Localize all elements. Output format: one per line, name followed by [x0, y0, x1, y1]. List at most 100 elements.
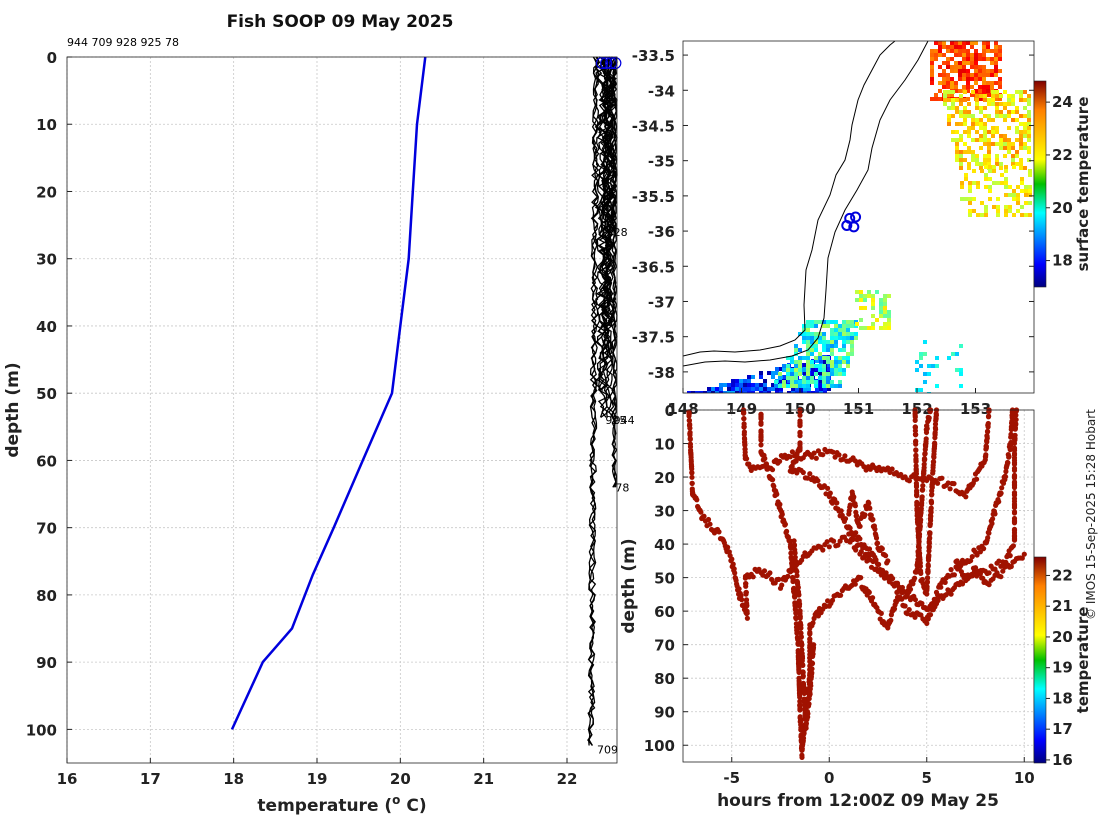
depth-point [929, 607, 935, 613]
sst-pixel [731, 379, 735, 383]
sst-pixel [978, 53, 982, 57]
sst-pixel [810, 352, 814, 356]
sst-pixel [806, 332, 810, 336]
sst-pixel [975, 138, 979, 142]
sst-pixel [1011, 98, 1015, 102]
sst-pixel [830, 336, 834, 340]
sst-pixel [790, 368, 794, 372]
sst-pixel [1027, 122, 1031, 126]
sst-pixel [814, 364, 818, 368]
sst-pixel [826, 320, 830, 324]
sst-pixel [695, 391, 699, 393]
depth-point [1011, 484, 1018, 491]
depth-point [797, 430, 803, 436]
sst-pixel [850, 352, 854, 356]
sst-pixel [850, 344, 854, 348]
sst-pixel [806, 336, 810, 340]
sst-pixel [979, 146, 983, 150]
sst-pixel [802, 380, 806, 384]
sst-pixel [879, 326, 883, 330]
sst-pixel [830, 368, 834, 372]
sst-pixel [959, 134, 963, 138]
sst-pixel [990, 49, 994, 53]
sst-pixel [994, 45, 998, 49]
sst-pixel [743, 383, 747, 387]
sst-pixel [838, 356, 842, 360]
sst-pixel [735, 383, 739, 387]
sst-pixel [806, 344, 810, 348]
depth-point [847, 502, 853, 508]
sst-pixel [786, 372, 790, 376]
depth-point [999, 485, 1005, 491]
sst-pixel [974, 69, 978, 73]
sst-pixel [778, 376, 782, 380]
depth-point [698, 509, 704, 515]
sst-pixel [855, 298, 859, 302]
colorbar-tick-label: 24 [1052, 93, 1073, 111]
depth-point [758, 416, 764, 422]
sst-pixel [959, 154, 963, 158]
sst-pixel [1004, 165, 1008, 169]
sst-pixel [987, 98, 991, 102]
sst-pixel [802, 376, 806, 380]
sst-pixel [846, 328, 850, 332]
sst-pixel [842, 336, 846, 340]
sst-pixel [838, 324, 842, 328]
sst-pixel [986, 81, 990, 85]
sst-pixel [822, 324, 826, 328]
depth-point [933, 426, 939, 432]
sst-pixel [998, 81, 1002, 85]
sst-pixel [979, 138, 983, 142]
sst-pixel [958, 65, 962, 69]
sst-pixel [1020, 213, 1024, 217]
sst-pixel [1019, 146, 1023, 150]
depth-point [1009, 415, 1015, 421]
depth-point [799, 641, 805, 648]
sst-pixel [711, 391, 715, 393]
depth-point [808, 683, 814, 689]
sst-pixel [782, 364, 786, 368]
sst-pixel [967, 126, 971, 130]
depth-point [794, 569, 800, 575]
sst-pixel [988, 177, 992, 181]
sst-pixel [983, 162, 987, 166]
y-tick-label: 90 [36, 654, 57, 672]
depth-point [879, 567, 886, 573]
sst-pixel [863, 326, 867, 330]
sst-pixel [1007, 102, 1011, 106]
depth-point [686, 417, 693, 424]
depth-point [1011, 515, 1018, 522]
surface-marker [600, 56, 613, 70]
sst-pixel [883, 306, 887, 310]
sst-pixel [930, 73, 934, 77]
sst-pixel [846, 320, 850, 324]
sst-pixel [996, 197, 1000, 201]
y-tick-label: 30 [654, 503, 675, 521]
sst-pixel [951, 138, 955, 142]
sst-pixel [846, 360, 850, 364]
sst-pixel [979, 134, 983, 138]
sst-pixel [846, 340, 850, 344]
depth-point [774, 491, 780, 497]
timeseries-colorbar-ticks: 16 17 18 19 20 21 22 [1046, 566, 1073, 769]
depth-point [948, 567, 954, 573]
sst-pixel [919, 356, 923, 360]
sst-pixel [971, 150, 975, 154]
sst-pixel [962, 49, 966, 53]
depth-point [888, 617, 894, 623]
sst-pixel [950, 57, 954, 61]
sst-pixel [887, 322, 891, 326]
sst-pixel [803, 387, 807, 391]
sst-pixel [972, 197, 976, 201]
sst-pixel [971, 114, 975, 118]
sst-pixel [994, 97, 998, 101]
sst-pixel [1007, 110, 1011, 114]
x-tick-label: 22 [557, 770, 578, 788]
depth-point [904, 593, 910, 599]
surface-marker [609, 56, 622, 70]
sst-pixel [763, 383, 767, 387]
sst-pixel [955, 122, 959, 126]
sst-pixel [798, 356, 802, 360]
sst-pixel [1007, 98, 1011, 102]
sst-pixel [775, 391, 779, 393]
